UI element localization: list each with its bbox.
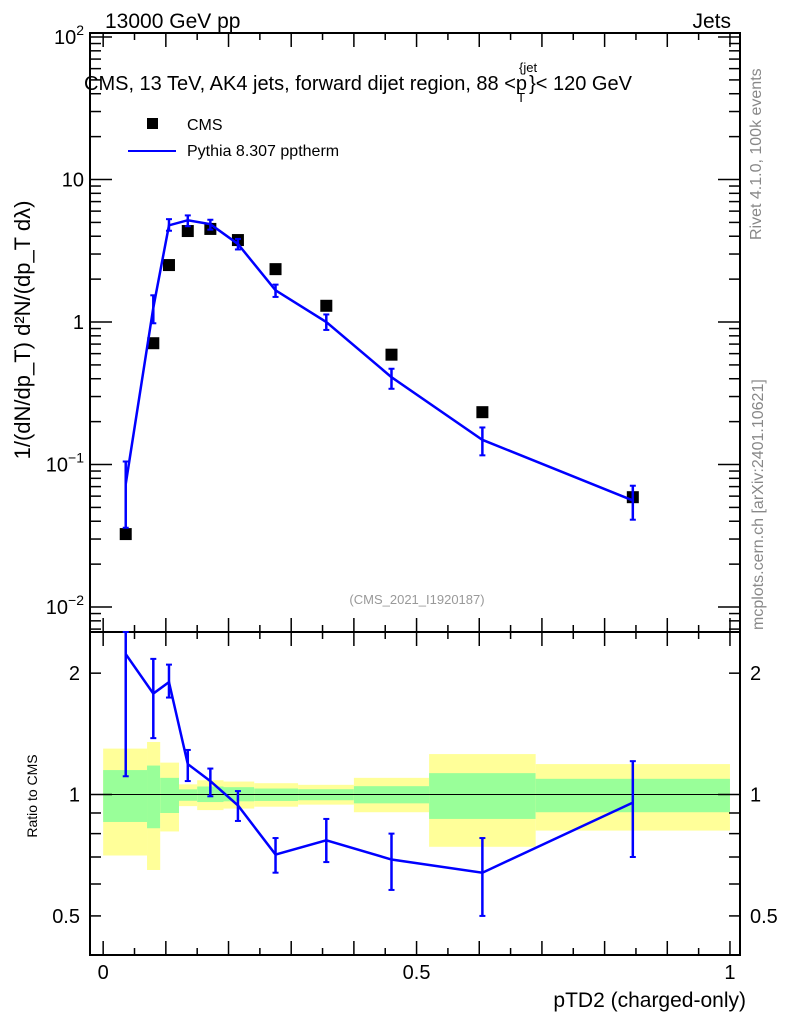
y-tick-label: 1 — [69, 785, 80, 807]
band-inner — [429, 773, 536, 819]
ratio-ylabel: Ratio to CMS — [24, 754, 40, 837]
y-tick-label: 10−2 — [46, 592, 84, 619]
cms-data-point — [269, 263, 282, 276]
y-tick-label: 10 — [62, 170, 84, 192]
title-sub: T — [517, 90, 525, 105]
mc-line — [124, 218, 634, 502]
cms-data-point — [385, 348, 398, 361]
analysis-tag: (CMS_2021_I1920187) — [349, 592, 484, 607]
header-left: 13000 GeV pp — [105, 10, 240, 33]
x-tick-label: 0.5 — [403, 962, 431, 984]
legend-mc-label: Pythia 8.307 pptherm — [187, 143, 339, 160]
ratio-panel: 2 2 1 1 0.5 0.5 0 0.5 1 — [52, 631, 778, 984]
cms-data-point — [476, 406, 489, 419]
main-title: CMS, 13 TeV, AK4 jets, forward dijet reg… — [84, 60, 633, 105]
side-label-bottom: mcplots.cern.ch [arXiv:2401.10621] — [750, 379, 767, 630]
cms-data-point — [147, 337, 160, 350]
axes-frame — [89, 631, 741, 956]
y-tick-label-right: 0.5 — [750, 906, 778, 928]
legend-cms-label: CMS — [187, 117, 223, 134]
mc-line — [124, 653, 634, 874]
cms-data-point — [181, 225, 194, 238]
band-inner — [179, 789, 198, 801]
main-ylabel: 1/(dN/dp_T) d²N/(dp_T dλ) — [10, 201, 35, 460]
ratio-xlabel: pTD2 (charged-only) — [553, 989, 746, 1012]
header-right: Jets — [692, 10, 731, 33]
y-tick-label-right: 1 — [750, 785, 761, 807]
band-inner — [147, 765, 161, 829]
y-tick-label: 10−1 — [46, 450, 84, 477]
main-panel: 102 10 1 10−1 10−2 — [46, 22, 741, 633]
title-sup: {jet — [519, 60, 537, 75]
title-end: }< 120 GeV — [529, 73, 633, 95]
legend: CMS Pythia 8.307 pptherm — [128, 117, 339, 160]
y-tick-label: 2 — [69, 663, 80, 685]
y-tick-label: 0.5 — [52, 906, 80, 928]
y-tick-label: 1 — [73, 312, 84, 334]
side-label-top: Rivet 4.1.0, 100k events — [748, 68, 765, 240]
y-tick-label: 102 — [54, 22, 84, 49]
x-tick-label: 0 — [98, 962, 109, 984]
x-tick-label: 1 — [724, 962, 735, 984]
legend-cms-marker — [147, 118, 158, 129]
y-tick-label-right: 2 — [750, 663, 761, 685]
title-main: CMS, 13 TeV, AK4 jets, forward dijet reg… — [84, 73, 527, 95]
band-inner — [103, 770, 148, 822]
cms-data-point — [162, 259, 175, 272]
cms-data-point — [119, 528, 132, 541]
cms-data-point — [320, 299, 333, 312]
band-inner — [160, 777, 180, 813]
